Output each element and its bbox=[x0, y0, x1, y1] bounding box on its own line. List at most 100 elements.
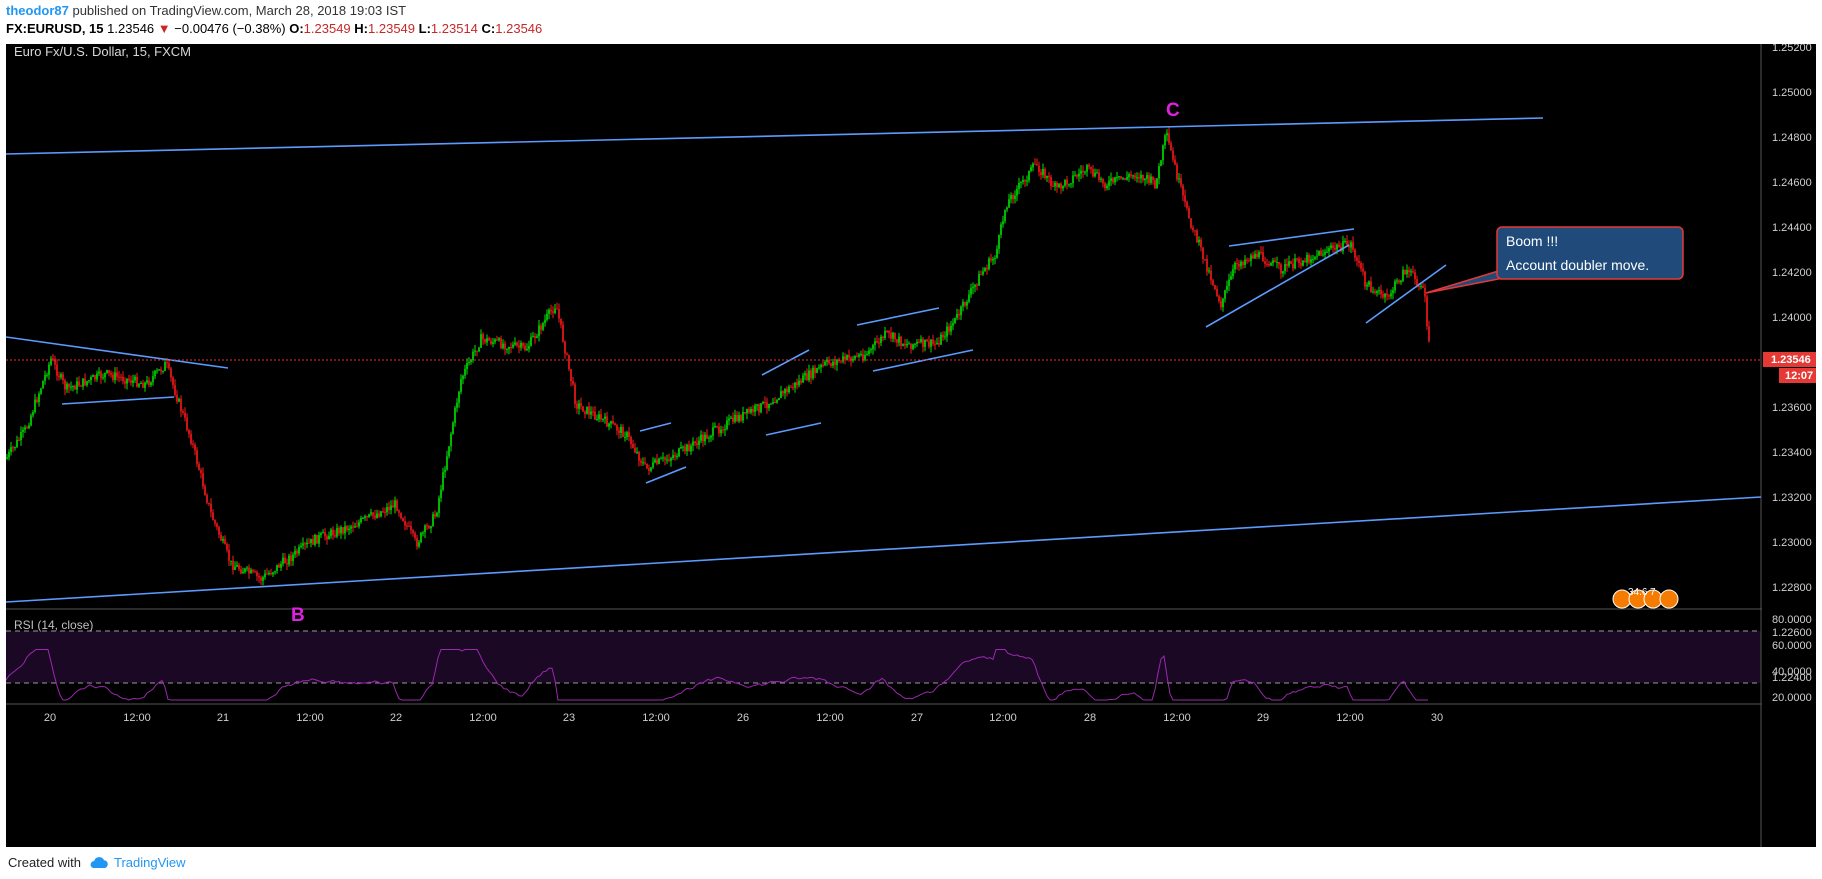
time-axis[interactable]: 20 12:00 21 12:00 22 12:00 23 12:00 26 12:00 27 12:… bbox=[44, 712, 1443, 724]
chart-canvas[interactable]: C B Boom !!! Account doubler move. Euro … bbox=[5, 42, 1816, 847]
candle-body bbox=[1254, 253, 1256, 259]
time-tick: 12:00 bbox=[123, 712, 151, 724]
tradingview-logo[interactable]: TradingView bbox=[89, 855, 186, 870]
symbol-info: FX:EURUSD, 15 1.23546 ▼ −0.00476 (−0.38%… bbox=[6, 21, 542, 36]
candle-body bbox=[1352, 242, 1354, 250]
candle-body bbox=[284, 557, 286, 564]
candle-body bbox=[72, 386, 74, 388]
candle-body bbox=[1140, 174, 1142, 179]
candle-body bbox=[1420, 286, 1422, 288]
candle-body bbox=[560, 318, 562, 325]
candle-body bbox=[638, 452, 640, 461]
candle-body bbox=[988, 258, 990, 270]
candle-body bbox=[380, 511, 382, 517]
candle-body bbox=[740, 415, 742, 421]
callout-box[interactable] bbox=[1496, 226, 1684, 280]
candle-body bbox=[1426, 296, 1428, 327]
annotation-callout[interactable]: Boom !!! Account doubler move. bbox=[1425, 226, 1684, 294]
channel-b-lower[interactable] bbox=[765, 422, 822, 436]
flag-lower-line[interactable] bbox=[61, 396, 175, 405]
trendlines[interactable] bbox=[5, 117, 1762, 603]
candle-body bbox=[798, 380, 800, 386]
candle-body bbox=[576, 403, 578, 409]
candle-body bbox=[990, 258, 992, 261]
candle-body bbox=[1232, 269, 1234, 277]
candle-body bbox=[1084, 171, 1086, 173]
candle-body bbox=[694, 441, 696, 444]
candle-body bbox=[528, 345, 530, 349]
candle-body bbox=[754, 405, 756, 412]
channel-upper-trendline[interactable] bbox=[5, 117, 1544, 155]
candle-body bbox=[1078, 173, 1080, 177]
candle-body bbox=[238, 565, 240, 570]
price-tick: 1.24200 bbox=[1772, 267, 1812, 279]
wedge-lower-line[interactable] bbox=[1205, 244, 1350, 328]
candle-body bbox=[30, 415, 32, 426]
candle-body bbox=[1104, 183, 1106, 189]
candle-body bbox=[130, 380, 132, 383]
candle-body bbox=[1130, 174, 1132, 176]
rsi-label: RSI (14, close) bbox=[14, 618, 93, 632]
username-link[interactable]: theodor87 bbox=[6, 3, 69, 18]
candle-body bbox=[286, 563, 288, 565]
candle-body bbox=[666, 459, 668, 461]
candle-body bbox=[324, 532, 326, 537]
candle-body bbox=[178, 398, 180, 402]
channel-lower-trendline[interactable] bbox=[5, 496, 1762, 603]
candle-body bbox=[620, 427, 622, 433]
candle-body bbox=[82, 378, 84, 387]
candle-body bbox=[1144, 178, 1146, 181]
candle-body bbox=[1238, 264, 1240, 267]
candle-body bbox=[582, 406, 584, 412]
candle-body bbox=[458, 391, 460, 403]
candle-body bbox=[810, 370, 812, 379]
candle-body bbox=[50, 358, 52, 365]
candle-body bbox=[384, 511, 386, 513]
candle-body bbox=[1306, 255, 1308, 263]
event-badges[interactable]: 34.6 7 bbox=[1612, 587, 1679, 609]
time-tick: 12:00 bbox=[1163, 712, 1191, 724]
candle-body bbox=[290, 555, 292, 561]
channel-a-upper[interactable] bbox=[639, 422, 672, 432]
candle-body bbox=[1398, 280, 1400, 283]
channel-a-lower[interactable] bbox=[645, 466, 687, 484]
price-axis[interactable] bbox=[1762, 44, 1816, 847]
candle-body bbox=[62, 374, 64, 381]
candle-body bbox=[312, 538, 314, 545]
wedge-upper-line[interactable] bbox=[1228, 228, 1355, 247]
candle-body bbox=[1248, 260, 1250, 262]
candle-body bbox=[720, 429, 722, 434]
candle-body bbox=[258, 576, 260, 578]
candle-body bbox=[352, 526, 354, 528]
chart-frame[interactable]: C B Boom !!! Account doubler move. Euro … bbox=[5, 42, 1816, 847]
channel-c-upper[interactable] bbox=[856, 307, 940, 326]
candle-body bbox=[226, 544, 228, 550]
candle-body bbox=[1118, 176, 1120, 178]
candle-body bbox=[1044, 169, 1046, 178]
candle-body bbox=[28, 425, 30, 428]
candle-body bbox=[1404, 269, 1406, 275]
candle-body bbox=[1210, 270, 1212, 281]
candle-body bbox=[1026, 180, 1028, 182]
candle-body bbox=[244, 568, 246, 572]
event-flag-icon[interactable] bbox=[1659, 589, 1679, 609]
candle-body bbox=[1258, 252, 1260, 257]
descending-trendline[interactable] bbox=[5, 336, 229, 369]
candle-body bbox=[660, 458, 662, 460]
breakdown-trendline[interactable] bbox=[1365, 264, 1447, 324]
candle-body bbox=[1160, 160, 1162, 167]
candle-body bbox=[1244, 259, 1246, 265]
candle-body bbox=[406, 525, 408, 527]
candle-body bbox=[604, 416, 606, 419]
candle-body bbox=[774, 402, 776, 403]
channel-b-upper[interactable] bbox=[761, 349, 810, 376]
candle-body bbox=[688, 444, 690, 452]
candle-body bbox=[1154, 180, 1156, 188]
candle-body bbox=[344, 526, 346, 534]
candle-body bbox=[830, 363, 832, 366]
candle-body bbox=[170, 368, 172, 378]
candle-body bbox=[534, 336, 536, 338]
candle-body bbox=[126, 378, 128, 384]
wave-label-c: C bbox=[1166, 100, 1180, 121]
candle-body bbox=[728, 418, 730, 421]
